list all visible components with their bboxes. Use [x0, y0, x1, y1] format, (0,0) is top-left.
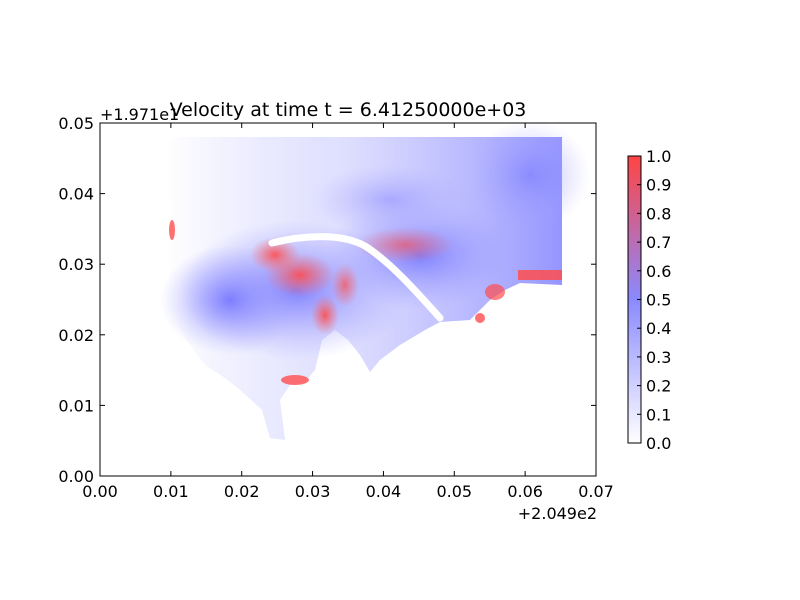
colorbar-tick-label: 0.6	[646, 262, 671, 281]
colorbar-tick-label: 0.1	[646, 405, 671, 424]
red-zone-5	[331, 263, 359, 307]
blue-region-northeast	[470, 123, 590, 230]
red-zone-6	[281, 375, 309, 385]
y-tick-label: 0.00	[58, 467, 94, 486]
colorbar-tick-label: 0.4	[646, 319, 671, 338]
x-tick-label: 0.00	[82, 482, 118, 501]
red-zone-coast	[169, 220, 175, 240]
colorbar-tick-label: 0.5	[646, 291, 671, 310]
colorbar-tick-label: 0.0	[646, 434, 671, 453]
blue-region-left	[160, 245, 300, 355]
x-tick-label: 0.07	[578, 482, 614, 501]
red-zone-2	[265, 253, 335, 297]
y-tick-label: 0.05	[58, 114, 94, 133]
x-tick-label: 0.05	[436, 482, 472, 501]
x-tick-label: 0.06	[507, 482, 543, 501]
colorbar-ticks: 0.0 0.1 0.2 0.3 0.4 0.5 0.6 0.7 0.8 0.9 1.0	[637, 147, 671, 453]
x-tick-label: 0.01	[153, 482, 189, 501]
colorbar-tick-label: 1.0	[646, 147, 671, 166]
velocity-field	[160, 123, 590, 440]
y-offset-label: +1.971e1	[100, 105, 179, 124]
levee-curve	[268, 233, 444, 322]
red-zone-3	[311, 295, 339, 335]
y-tick-label: 0.01	[58, 396, 94, 415]
y-axis: 0.00 0.01 0.02 0.03 0.04 0.05	[58, 114, 596, 486]
blue-region-north	[310, 165, 470, 235]
colorbar-tick-label: 0.3	[646, 348, 671, 367]
red-zone-4	[355, 227, 455, 263]
chart-title: Velocity at time t = 6.41250000e+03	[170, 99, 527, 121]
y-tick-label: 0.04	[58, 185, 94, 204]
x-tick-label: 0.02	[224, 482, 260, 501]
red-zone-east-channel	[518, 270, 562, 280]
y-tick-label: 0.03	[58, 255, 94, 274]
axes-border	[99, 122, 597, 477]
colorbar-tick-label: 0.9	[646, 176, 671, 195]
x-axis: 0.00 0.01 0.02 0.03 0.04 0.05 0.06 0.07	[82, 123, 614, 501]
x-offset-label: +2.049e2	[518, 504, 597, 523]
colorbar-tick-label: 0.2	[646, 377, 671, 396]
red-zone-7	[485, 284, 505, 300]
x-tick-label: 0.03	[295, 482, 331, 501]
y-tick-label: 0.02	[58, 326, 94, 345]
x-tick-label: 0.04	[366, 482, 402, 501]
colorbar-tick-label: 0.7	[646, 233, 671, 252]
colorbar-tick-label: 0.8	[646, 204, 671, 223]
red-zone-8	[475, 313, 485, 323]
